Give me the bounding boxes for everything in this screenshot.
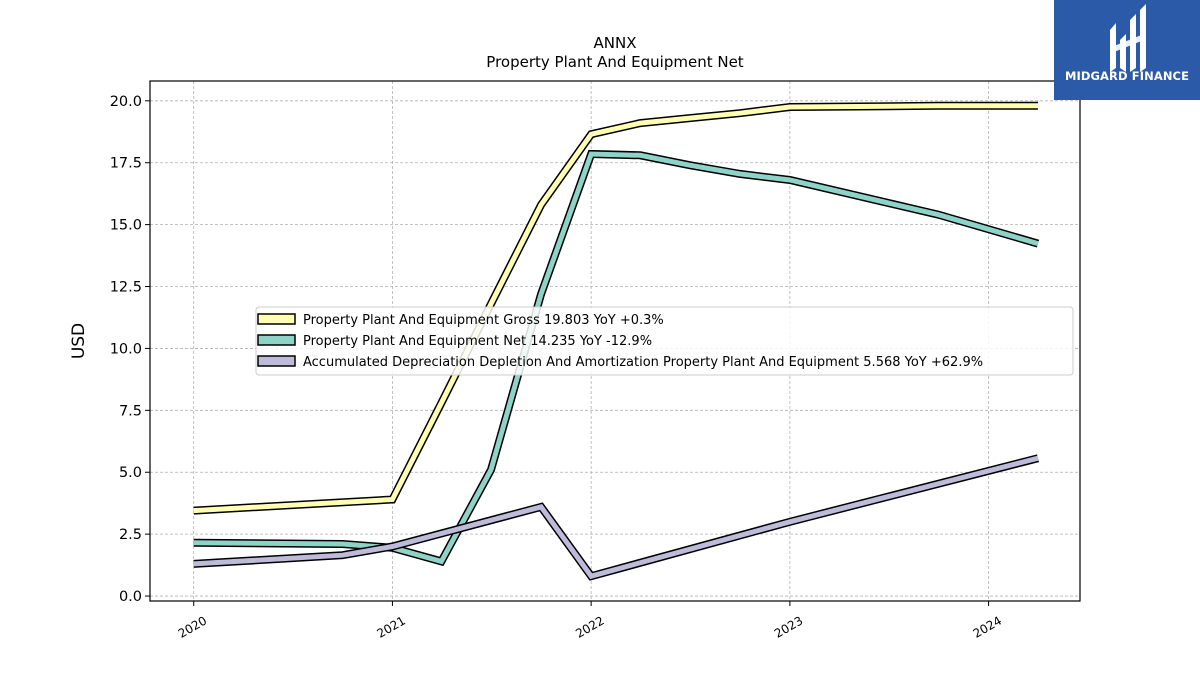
x-tick-label: 2022 [573, 613, 606, 640]
chart-subtitle: Property Plant And Equipment Net [486, 53, 743, 71]
y-axis-label: USD [69, 323, 89, 359]
y-tick-label: 2.5 [119, 527, 142, 543]
x-tick-label: 2024 [971, 613, 1004, 640]
legend-swatch [257, 313, 296, 325]
y-tick-label: 12.5 [110, 280, 142, 296]
brand-logo: MIDGARD FINANCE [1054, 0, 1200, 100]
legend-swatch [257, 355, 296, 367]
brand-name: MIDGARD FINANCE [1064, 69, 1190, 83]
y-tick-label: 0.0 [119, 589, 142, 605]
legend-box [255, 306, 1074, 376]
series-line [193, 455, 1039, 580]
y-tick-label: 17.5 [110, 156, 142, 172]
y-tick-label: 10.0 [110, 341, 142, 357]
legend-entry: Property Plant And Equipment Net 14.235 … [303, 334, 652, 349]
series-line [193, 103, 1038, 514]
plot-frame [149, 80, 1081, 602]
x-tick-label: 2020 [176, 613, 209, 640]
y-tick-label: 15.0 [110, 218, 142, 234]
legend-swatch [257, 334, 296, 346]
brand-mark-icon [1110, 4, 1146, 72]
y-tick-label: 7.5 [119, 403, 142, 419]
y-tick-label: 5.0 [119, 465, 142, 481]
legend-entry: Property Plant And Equipment Gross 19.80… [303, 313, 664, 328]
y-tick-label: 20.0 [110, 94, 142, 110]
chart-title: ANNX [594, 34, 637, 52]
x-tick-label: 2023 [772, 613, 805, 640]
x-tick-label: 2021 [374, 613, 407, 640]
legend-entry: Accumulated Depreciation Depletion And A… [303, 355, 983, 370]
